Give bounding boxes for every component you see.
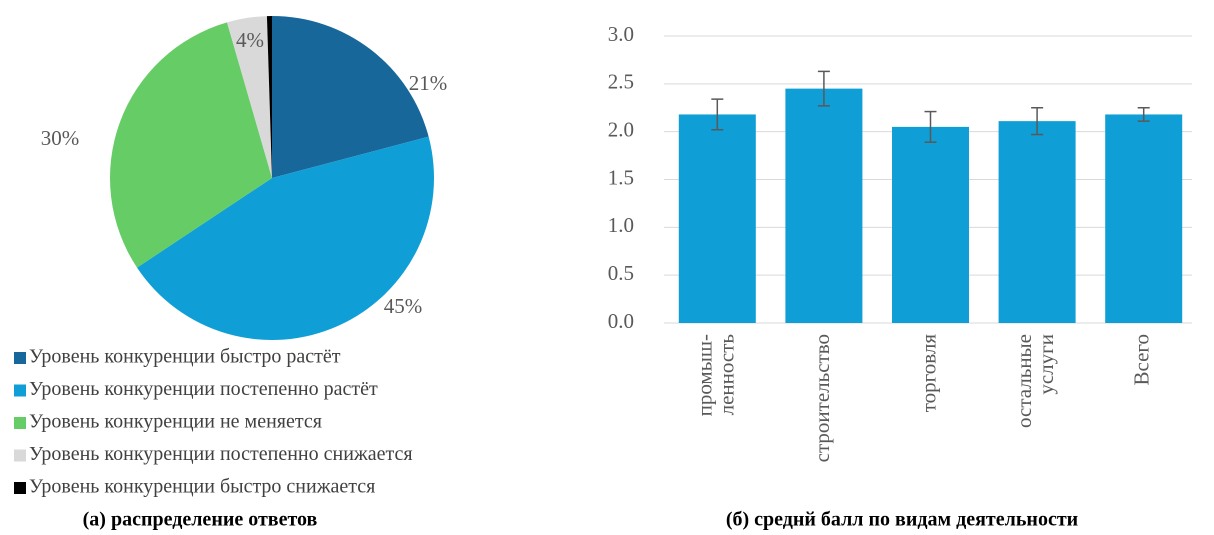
data-label: 30% [41,126,80,150]
data-label: 21% [409,71,448,95]
x-tick-label: строительство [810,334,834,462]
legend-label: Уровень конкуренции быстро растёт [29,346,341,368]
legend-swatch [14,482,26,494]
y-tick-label: 2.0 [608,117,634,141]
y-tick-label: 1.5 [608,165,634,189]
bar [998,121,1076,323]
y-tick-label: 0.0 [608,309,634,333]
x-tick-label: промыш-ленность [692,334,738,416]
legend-label: Уровень конкуренции постепенно растёт [29,378,378,400]
legend-label: Уровень конкуренции постепенно снижается [29,443,413,465]
data-label: 4% [236,28,264,52]
bar [678,114,756,324]
legend-label: Уровень конкуренции не меняется [29,411,322,433]
legend-swatch [14,417,26,429]
pie-slice [227,16,272,178]
y-tick-label: 1.0 [608,213,634,237]
caption: (а) распределение ответов [83,509,318,531]
pie-slice [109,22,272,268]
data-label: 45% [384,294,423,318]
legend-swatch [14,352,26,364]
pie-slice [272,16,429,178]
pie-slice [266,16,272,178]
x-tick-label: Всего [1130,334,1154,386]
y-tick-label: 0.5 [608,261,634,285]
bar [1105,114,1183,324]
x-tick-label: остальныеуслуги [1012,334,1058,428]
y-tick-label: 3.0 [608,22,634,46]
y-tick-label: 2.5 [608,70,634,94]
bar [892,126,969,323]
bar [785,88,863,323]
legend-swatch [14,449,26,462]
legend-swatch [14,384,26,397]
caption: (б) среднй балл по видам деятельности [726,509,1078,531]
legend-label: Уровень конкуренции быстро снижается [29,476,375,498]
x-tick-label: торговля [916,334,940,413]
pie-slice [137,136,434,340]
